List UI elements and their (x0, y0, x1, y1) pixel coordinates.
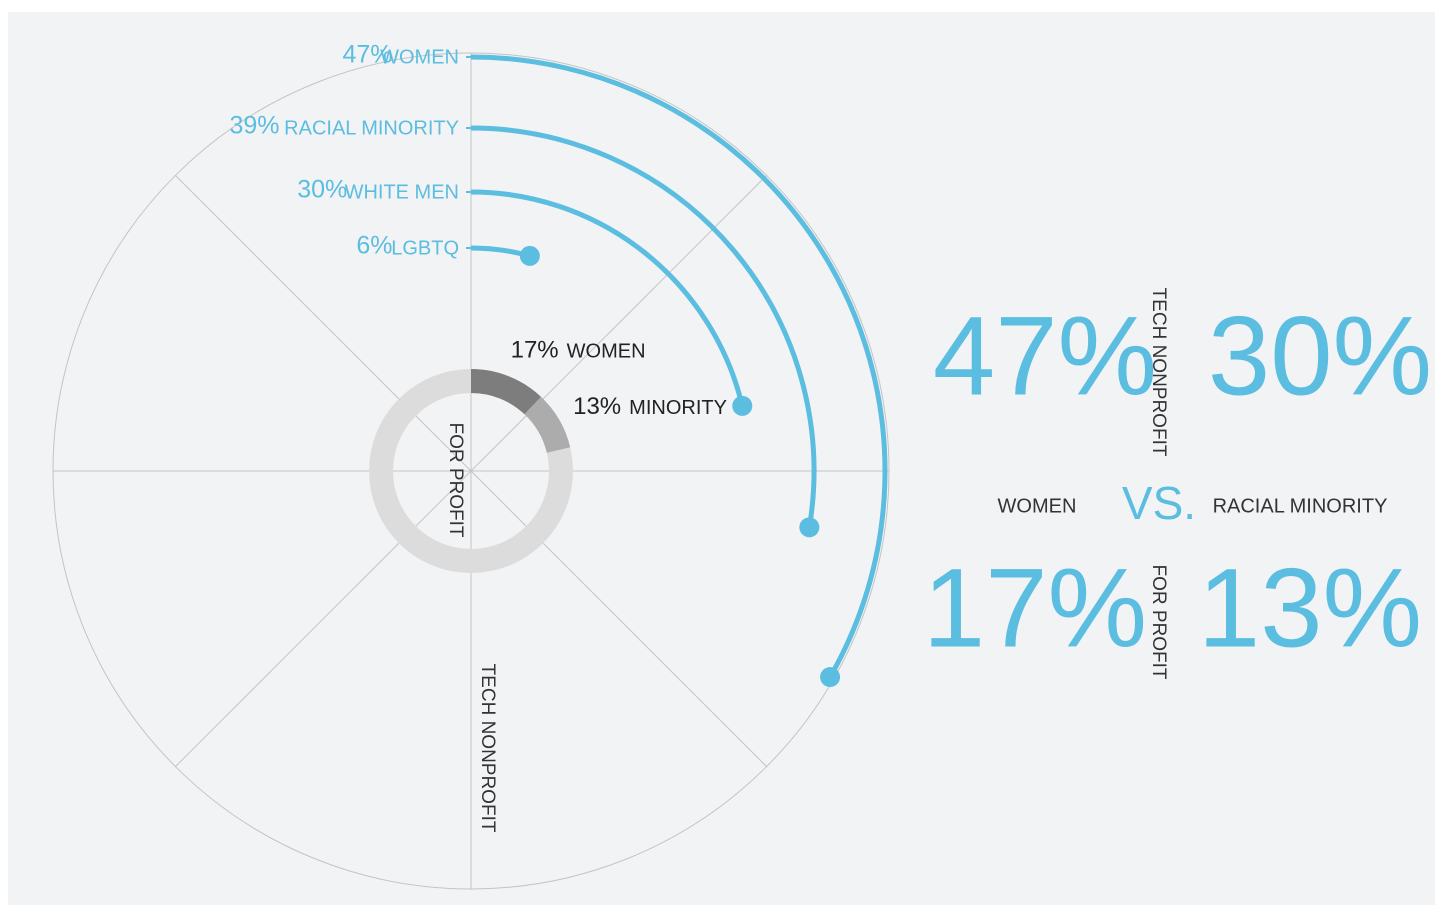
vs-label: VS. (1122, 477, 1196, 529)
value-label: 39% (229, 112, 279, 140)
value-label: 13% (573, 393, 621, 420)
value-label: 47% (342, 41, 392, 69)
column-label: RACIAL MINORITY (1213, 495, 1388, 517)
big-stat: 30% (1208, 294, 1432, 419)
value-label: 6% (356, 232, 392, 260)
arc (470, 125, 817, 528)
big-stat: 17% (923, 546, 1147, 671)
category-label: WHITE MEN (345, 181, 459, 203)
arc-end (799, 517, 820, 538)
category-label: LGBTQ (391, 237, 459, 259)
row-label: TECH NONPROFIT (1148, 288, 1169, 457)
big-stat: 13% (1198, 546, 1422, 671)
category-label: MINORITY (629, 397, 727, 419)
category-label: WOMEN (380, 46, 459, 68)
ring-segment (524, 396, 571, 454)
ring-segment (470, 369, 542, 415)
row-label: FOR PROFIT (1148, 564, 1169, 679)
category-label: RACIAL MINORITY (284, 117, 459, 139)
series-label: TECH NONPROFIT (477, 664, 498, 833)
arc-end (820, 667, 841, 688)
value-label: 30% (297, 176, 347, 204)
arc (470, 189, 745, 407)
arc-end (519, 245, 540, 266)
arc-end (732, 395, 753, 416)
panel (8, 12, 1435, 905)
value-label: 17% (511, 337, 559, 364)
column-label: WOMEN (998, 495, 1077, 517)
category-label: WOMEN (567, 340, 646, 362)
series-label: FOR PROFIT (445, 422, 466, 537)
arc (470, 54, 888, 679)
big-stat: 47% (933, 294, 1157, 419)
